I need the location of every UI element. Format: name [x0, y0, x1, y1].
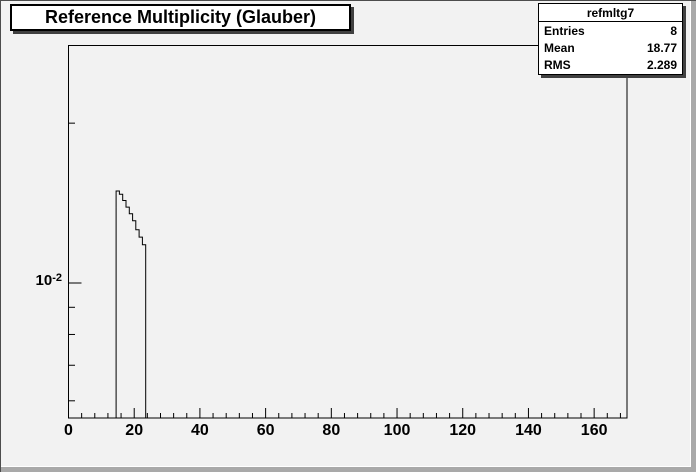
canvas-bevel-bottom — [0, 467, 696, 472]
stats-row-mean: Mean 18.77 — [539, 39, 682, 56]
stat-value: 8 — [670, 23, 677, 38]
x-axis-tick-label: 20 — [125, 422, 144, 439]
x-axis-tick-label: 0 — [64, 422, 73, 439]
plot-frame — [68, 45, 628, 419]
x-axis-tick-label: 100 — [383, 422, 411, 439]
x-axis-tick-label: 120 — [449, 422, 477, 439]
page-title: Reference Multiplicity (Glauber) — [44, 7, 317, 27]
stat-value: 2.289 — [646, 58, 677, 73]
x-axis-tick-label: 160 — [580, 422, 608, 439]
stats-row-rms: RMS 2.289 — [539, 57, 682, 74]
x-axis-tick-label: 140 — [515, 422, 542, 439]
y-tick-base: 10 — [35, 272, 53, 289]
stat-label: Mean — [544, 40, 575, 55]
stats-row-entries: Entries 8 — [539, 22, 682, 39]
y-tick-exponent: -2 — [52, 272, 62, 284]
x-axis-tick-label: 40 — [191, 422, 209, 439]
stats-box-header: refmltg7 — [539, 4, 682, 22]
title-box[interactable]: Reference Multiplicity (Glauber) — [10, 4, 351, 31]
y-axis-major-tick-label: 10-2 — [28, 272, 62, 289]
canvas-bevel-right — [691, 0, 696, 472]
histogram-name: refmltg7 — [586, 5, 635, 20]
stat-value: 18.77 — [646, 40, 677, 55]
stat-label: Entries — [544, 23, 585, 38]
stats-box[interactable]: refmltg7 Entries 8 Mean 18.77 RMS 2.289 — [538, 3, 683, 75]
x-axis-tick-label: 80 — [322, 422, 341, 439]
stat-label: RMS — [544, 58, 571, 73]
histogram-line — [115, 190, 147, 418]
x-axis-tick-label: 60 — [256, 422, 275, 439]
